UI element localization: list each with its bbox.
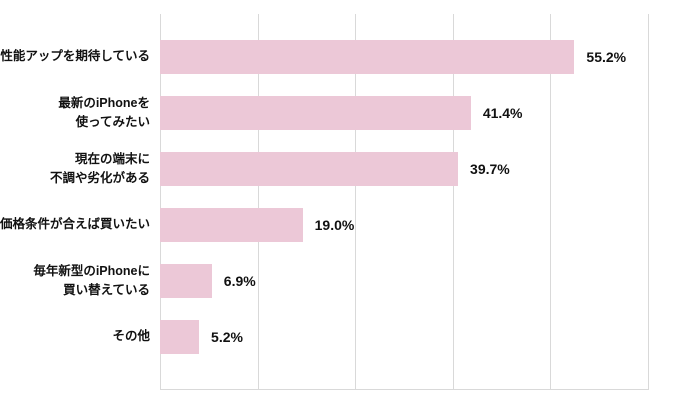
bar-row: 最新のiPhoneを 使ってみたい 41.4% — [0, 85, 700, 141]
gridline — [648, 14, 649, 390]
category-label: 最新のiPhoneを 使ってみたい — [58, 95, 150, 129]
gridline — [550, 14, 552, 390]
bar-track: 41.4% — [160, 96, 648, 130]
bar-rows: 性能アップを期待している 55.2% 最新のiPhoneを 使ってみたい 41.4% 現在… — [0, 29, 700, 365]
category-label: 現在の端末に 不調や劣化がある — [49, 151, 150, 185]
gridline — [452, 14, 454, 390]
bar — [160, 40, 575, 74]
bar — [160, 96, 471, 130]
value-label: 55.2% — [586, 49, 627, 65]
bar — [160, 152, 459, 186]
bar-row: 性能アップを期待している 55.2% — [0, 29, 700, 85]
bar-row: 毎年新型のiPhoneに 買い替えている 6.9% — [0, 253, 700, 309]
value-label: 39.7% — [470, 161, 510, 177]
category-label: 毎年新型のiPhoneに 買い替えている — [33, 263, 150, 297]
value-label: 19.0% — [314, 217, 355, 233]
grid — [160, 14, 649, 390]
bar-row: 現在の端末に 不調や劣化がある 39.7% — [0, 141, 700, 197]
bar — [160, 264, 212, 298]
category-label: 性能アップを期待している — [0, 49, 150, 64]
bar-track: 39.7% — [160, 152, 648, 186]
gridline — [257, 14, 259, 390]
bar-row: 価格条件が合えば買いたい 19.0% — [0, 197, 700, 253]
bar-row: その他 5.2% — [0, 309, 700, 365]
bar — [160, 320, 200, 354]
value-label: 5.2% — [211, 329, 243, 345]
bar — [160, 208, 303, 242]
gridline — [160, 14, 161, 390]
value-label: 6.9% — [223, 273, 256, 289]
bar-track: 55.2% — [160, 40, 648, 74]
bar-track: 6.9% — [160, 264, 648, 298]
value-label: 41.4% — [482, 105, 523, 121]
category-label: 価格条件が合えば買いたい — [0, 217, 151, 232]
bar-track: 5.2% — [160, 320, 648, 354]
gridline — [355, 14, 357, 390]
bar-track: 19.0% — [160, 208, 648, 242]
category-label: その他 — [112, 329, 150, 344]
axis-baseline — [160, 389, 648, 390]
